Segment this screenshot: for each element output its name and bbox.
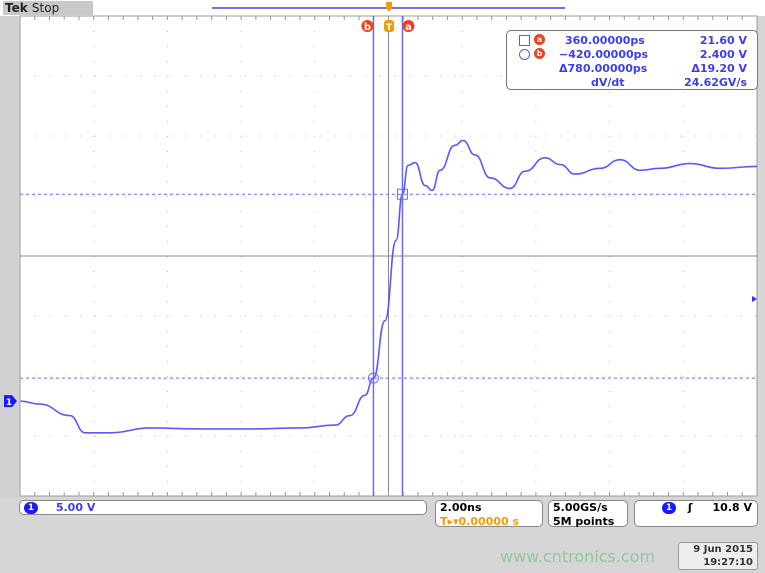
time: 19:27:10 [703,557,753,568]
date: 9 Jun 2015 [693,544,753,555]
slew-value: 24.62GV/s [684,76,747,89]
acquisition-settings[interactable]: 5.00GS/s 5M points [548,500,628,528]
slew-label: dV/dt [591,76,625,89]
rising-edge-icon: ʃ [687,501,693,514]
delta-time: Δ780.00000ps [559,62,648,75]
cursor-readout: a 360.00000ps 21.60 V b −420.00000ps 2.4… [506,30,758,90]
cursor-a-row: a 360.00000ps 21.60 V [507,34,757,48]
channel-1-ground-marker [4,395,17,408]
horizontal-settings[interactable]: 2.00ns T▸▾0.00000 s [435,500,543,529]
channel-1-scale[interactable]: 1 5.00 V [19,500,427,515]
trigger-level-arrow [752,296,757,302]
cursor-a-badge: a [534,34,545,45]
channel-1-badge: 1 [24,502,38,514]
date-time: 9 Jun 2015 19:27:10 [678,542,758,570]
trigger-marker-label: T [386,23,393,33]
status-label: Tek Stop [3,1,93,15]
trigger-level: 10.8 V [712,501,752,514]
cursor-a-time: 360.00000ps [565,34,645,47]
cursor-a-value: 21.60 V [699,34,747,47]
delta-row: Δ780.00000ps Δ19.20 V [507,62,757,76]
trigger-position-value: 0.00000 s [458,515,520,528]
cursor-b-badge-bg [361,20,374,32]
slew-row: dV/dt 24.62GV/s [507,76,757,90]
delta-value: Δ19.20 V [691,62,747,75]
cursor-b-row: b −420.00000ps 2.400 V [507,48,757,62]
trigger-position-icon: T▸▾ [440,515,459,528]
cursor-a-badge-bg [402,20,415,32]
circle-icon [519,49,530,60]
brand-label: Tek [5,1,28,15]
trigger-channel-badge: 1 [662,502,676,514]
record-length: 5M points [553,515,615,528]
vertical-scale: 5.00 V [55,501,96,514]
trigger-position-arrow [386,2,393,12]
cursor-b-badge: b [534,48,545,59]
cursor-b-circle-marker [367,372,379,384]
cursor-a-badge: a [405,22,412,33]
channel-1-ground-label: 1 [6,398,12,408]
trigger-position: T▸▾0.00000 s [440,515,542,529]
square-icon [519,35,530,46]
acquisition-status: Stop [31,1,60,15]
sample-rate: 5.00GS/s [553,501,608,514]
trigger-marker [384,20,395,32]
cursor-b-value: 2.400 V [699,48,747,61]
waveform-trace [20,139,758,434]
cursor-a-square-marker [396,188,408,200]
watermark: www.cntronics.com [500,547,656,566]
left-strip [0,16,18,498]
cursor-b-time: −420.00000ps [559,48,649,61]
cursor-b-badge: b [364,22,371,33]
timebase: 2.00ns [440,501,482,514]
trigger-settings[interactable]: 1 ʃ 10.8 V [634,500,758,527]
